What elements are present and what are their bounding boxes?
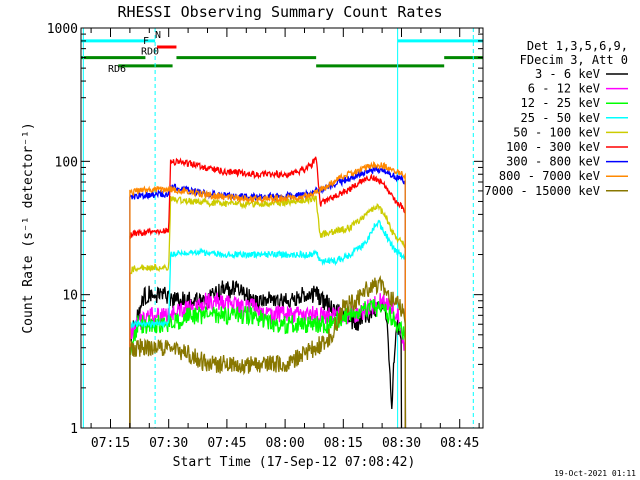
legend-label-5: 100 - 300 keV xyxy=(506,140,600,154)
flag-label-rd6: RD6 xyxy=(108,64,126,75)
y-tick-label-3: 1000 xyxy=(47,22,78,37)
series-line-7 xyxy=(129,161,407,428)
chart-title: RHESSI Observing Summary Count Rates xyxy=(117,3,442,21)
x-tick-label-5: 08:30 xyxy=(382,436,421,451)
x-tick-label-2: 07:45 xyxy=(207,436,246,451)
x-axis-label: Start Time (17-Sep-12 07:08:42) xyxy=(173,455,416,470)
y-tick-label-0: 1 xyxy=(70,422,78,437)
legend-label-8: 7000 - 15000 keV xyxy=(484,184,600,198)
y-tick-label-2: 100 xyxy=(55,155,78,170)
y-axis: 1 10 100 1000 xyxy=(47,22,483,437)
timestamp: 19-Oct-2021 01:11 xyxy=(554,469,636,478)
series-line-8 xyxy=(129,274,407,428)
legend-label-4: 50 - 100 keV xyxy=(513,125,600,139)
series-line-3 xyxy=(129,219,407,428)
legend-header-1: FDecim 3, Att 0 xyxy=(520,53,628,67)
vertical-markers xyxy=(82,28,474,428)
plot-frame xyxy=(80,27,484,429)
legend-label-2: 12 - 25 keV xyxy=(521,96,600,110)
x-tick-label-4: 08:15 xyxy=(324,436,363,451)
y-axis-label: Count Rate (s⁻¹ detector⁻¹) xyxy=(21,122,36,333)
series-lines xyxy=(129,156,407,428)
x-axis: 07:15 07:30 07:45 08:00 08:15 08:30 08:45 xyxy=(90,28,480,451)
legend: Det 1,3,5,6,9,FDecim 3, Att 03 - 6 keV6 … xyxy=(484,39,628,198)
series-line-5 xyxy=(129,156,407,428)
series-line-0 xyxy=(129,280,403,428)
series-line-4 xyxy=(129,194,407,428)
legend-label-3: 25 - 50 keV xyxy=(521,111,600,125)
y-tick-label-1: 10 xyxy=(62,289,78,304)
x-tick-label-3: 08:00 xyxy=(266,436,305,451)
legend-header-0: Det 1,3,5,6,9, xyxy=(527,39,628,53)
series-line-2 xyxy=(129,299,407,428)
flag-label-rd0: RD0 xyxy=(141,47,159,58)
x-tick-label-6: 08:45 xyxy=(440,436,479,451)
x-tick-label-1: 07:30 xyxy=(149,436,188,451)
legend-label-0: 3 - 6 keV xyxy=(535,67,600,81)
flag-label-f: F xyxy=(143,36,149,47)
legend-label-7: 800 - 7000 keV xyxy=(499,169,600,183)
flag-bars xyxy=(81,39,483,68)
flag-label-n: N xyxy=(155,30,161,41)
x-tick-label-0: 07:15 xyxy=(91,436,130,451)
legend-label-1: 6 - 12 keV xyxy=(528,82,600,96)
legend-label-6: 300 - 800 keV xyxy=(506,155,600,169)
